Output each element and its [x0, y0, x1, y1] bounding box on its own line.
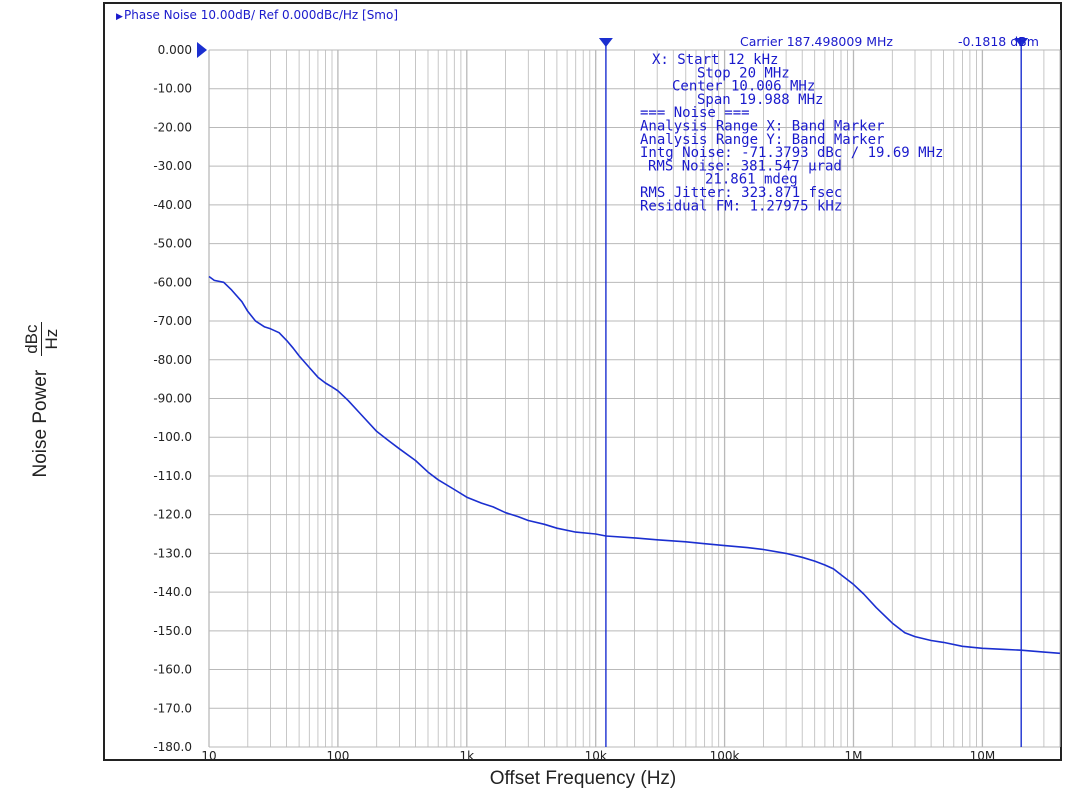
- y-tick-label: -100.0: [153, 430, 192, 444]
- y-tick-label: -20.00: [153, 120, 192, 134]
- y-tick-label: -90.00: [153, 392, 192, 406]
- y-tick-label: -70.00: [153, 314, 192, 328]
- x-tick-label: 10k: [585, 749, 607, 763]
- info-line: RMS Jitter: 323.871 fsec: [640, 185, 842, 201]
- y-axis-title: Noise Power: [30, 369, 51, 478]
- y-axis-unit-denominator: Hz: [41, 328, 61, 350]
- carrier-power: -0.1818 dBm: [958, 34, 1039, 49]
- display-frame: [103, 2, 1062, 761]
- phase-noise-trace: [208, 275, 1061, 655]
- info-line: Stop 20 MHz: [697, 65, 790, 81]
- x-tick-labels: 10 100 1k 10k 100k 1M 10M: [201, 749, 995, 763]
- info-line: Analysis Range Y: Band Marker: [640, 132, 884, 148]
- y-tick-label: -160.0: [153, 663, 192, 677]
- band-markers: [598, 38, 1029, 747]
- y-tick-labels: 0.000 -10.00 -20.00 -30.00 -40.00 -50.00 -60.0…: [153, 43, 192, 754]
- grid: [208, 49, 1061, 748]
- y-tick-label: -40.00: [153, 198, 192, 212]
- info-line: RMS Noise: 381.547 µrad: [648, 158, 842, 174]
- y-tick-label: -130.0: [153, 546, 192, 560]
- x-tick-label: 10: [201, 749, 216, 763]
- x-tick-label: 100: [326, 749, 349, 763]
- y-tick-label: -30.00: [153, 159, 192, 173]
- info-line: Span 19.988 MHz: [697, 92, 823, 108]
- y-tick-label: -50.00: [153, 237, 192, 251]
- y-axis-label-area: Noise Power dBc Hz: [6, 250, 76, 550]
- trace-title-arrow: ▶: [116, 12, 123, 22]
- y-tick-label: -80.00: [153, 353, 192, 367]
- y-tick-label: -120.0: [153, 508, 192, 522]
- y-tick-label: -170.0: [153, 701, 192, 715]
- y-axis-unit: dBc Hz: [21, 322, 61, 356]
- band-marker-triangle: [1014, 38, 1029, 47]
- info-line: X: Start 12 kHz: [652, 52, 778, 68]
- info-line: Intg Noise: -71.3793 dBc / 19.69 MHz: [640, 145, 943, 161]
- y-tick-label: -180.0: [153, 740, 192, 754]
- info-line: 21.861 mdeg: [705, 172, 798, 188]
- y-tick-label: 0.000: [158, 43, 192, 57]
- y-axis-unit-numerator: dBc: [21, 322, 42, 356]
- carrier-frequency: Carrier 187.498009 MHz: [740, 34, 893, 49]
- x-tick-label: 1k: [460, 749, 475, 763]
- reference-level-arrow: [197, 42, 207, 58]
- x-tick-label: 1M: [844, 749, 862, 763]
- y-tick-label: -110.0: [153, 469, 192, 483]
- band-marker-triangle: [598, 38, 613, 47]
- y-tick-label: -140.0: [153, 585, 192, 599]
- info-line: === Noise ===: [640, 105, 750, 121]
- info-line: Center 10.006 MHz: [672, 79, 815, 95]
- y-axis-label: Noise Power dBc Hz: [21, 250, 61, 550]
- info-line: Analysis Range X: Band Marker: [640, 119, 884, 135]
- x-tick-label: 100k: [710, 749, 740, 763]
- trace-title: Phase Noise 10.00dB/ Ref 0.000dBc/Hz [Sm…: [124, 8, 398, 22]
- y-tick-label: -60.00: [153, 275, 192, 289]
- y-tick-label: -10.00: [153, 82, 192, 96]
- reference-level-marker: [197, 42, 207, 58]
- x-axis-label: Offset Frequency (Hz): [489, 768, 677, 789]
- y-tick-label: -150.0: [153, 624, 192, 638]
- x-tick-label: 10M: [970, 749, 996, 763]
- info-line: Residual FM: 1.27975 kHz: [640, 198, 842, 214]
